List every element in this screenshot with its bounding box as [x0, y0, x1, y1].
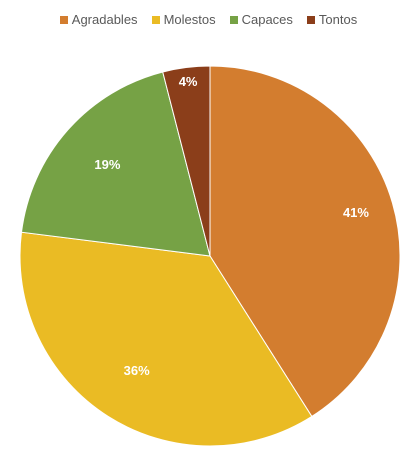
legend-swatch-tontos — [306, 15, 315, 24]
legend-item-molestos: Molestos — [151, 12, 216, 27]
legend: Agradables Molestos Capaces Tontos — [0, 12, 417, 27]
slice-label-molestos: 36% — [124, 363, 150, 378]
legend-swatch-capaces — [229, 15, 238, 24]
legend-item-tontos: Tontos — [306, 12, 358, 27]
legend-label-tontos: Tontos — [318, 12, 358, 27]
legend-swatch-molestos — [151, 15, 160, 24]
pie-slice-tontos — [162, 65, 211, 257]
slice-label-agradables: 41% — [343, 205, 369, 220]
legend-label-capaces: Capaces — [241, 12, 293, 27]
legend-label-molestos: Molestos — [163, 12, 216, 27]
slice-label-tontos: 4% — [179, 74, 198, 89]
pie-slice-molestos — [19, 231, 313, 447]
pie-slice-capaces — [20, 71, 211, 257]
slice-label-capaces: 19% — [94, 157, 120, 172]
pie-slice-agradables — [209, 65, 401, 418]
legend-swatch-agradables — [59, 15, 68, 24]
legend-label-agradables: Agradables — [71, 12, 138, 27]
legend-item-agradables: Agradables — [59, 12, 138, 27]
legend-item-capaces: Capaces — [229, 12, 293, 27]
